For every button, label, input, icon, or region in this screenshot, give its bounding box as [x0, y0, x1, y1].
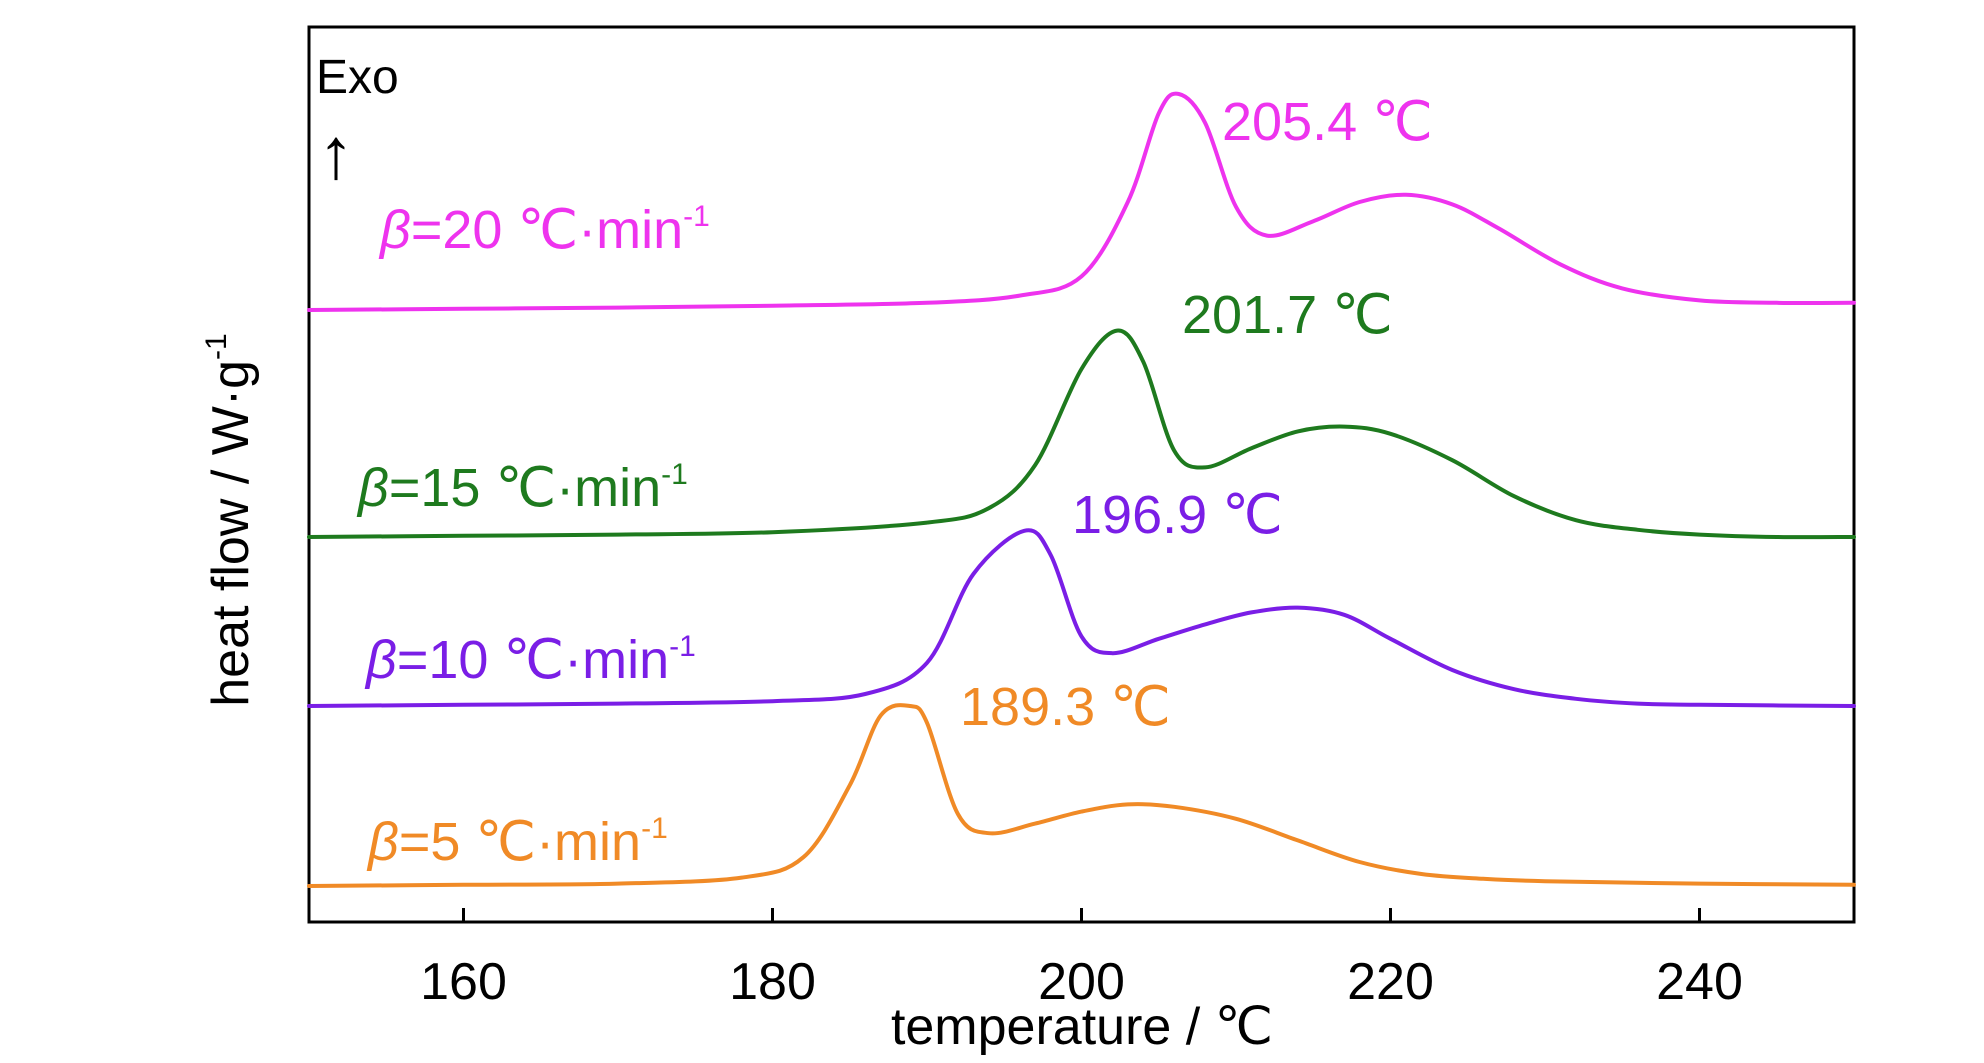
- series-group: β=10 ℃·min-1 196.9 ℃: [307, 485, 1856, 708]
- x-axis-label: temperature / ℃: [891, 998, 1273, 1056]
- series-line: [307, 528, 1856, 708]
- series-rate-label: β=10 ℃·min-1: [364, 630, 696, 690]
- series-peak-label: 201.7 ℃: [1182, 285, 1393, 345]
- rate-symbol: β: [364, 630, 397, 690]
- series-line: [307, 703, 1856, 888]
- series-line: [307, 328, 1856, 540]
- series-group: β=15 ℃·min-1 201.7 ℃: [307, 285, 1856, 540]
- y-axis-label-main: heat flow / W·g: [202, 360, 260, 707]
- series-peak-label: 196.9 ℃: [1072, 485, 1283, 545]
- rate-symbol: β: [356, 458, 389, 518]
- rate-superscript: -1: [661, 458, 688, 491]
- rate-text: =10 ℃·min: [397, 630, 669, 690]
- series-group: β=20 ℃·min-1 205.4 ℃: [307, 91, 1856, 312]
- series-rate-label: β=20 ℃·min-1: [378, 200, 710, 260]
- series-line: [307, 91, 1856, 312]
- rate-text: =5 ℃·min: [399, 812, 641, 872]
- series-rate-label: β=5 ℃·min-1: [366, 812, 668, 872]
- rate-symbol: β: [366, 812, 399, 872]
- rate-symbol: β: [378, 200, 411, 260]
- series-peak-label: 205.4 ℃: [1222, 92, 1433, 152]
- x-axis-ticks: 160 180 200 220 240: [420, 908, 1743, 1011]
- x-tick-label: 160: [420, 953, 507, 1011]
- x-tick-label: 240: [1656, 953, 1743, 1011]
- rate-text: =15 ℃·min: [389, 458, 661, 518]
- rate-text: =20 ℃·min: [411, 200, 683, 260]
- rate-superscript: -1: [641, 812, 668, 845]
- series-rate-label: β=15 ℃·min-1: [356, 458, 688, 518]
- exo-label: Exo: [316, 51, 399, 104]
- x-tick-label: 180: [729, 953, 816, 1011]
- rate-superscript: -1: [683, 200, 710, 233]
- rate-superscript: -1: [669, 630, 696, 663]
- x-tick-label: 200: [1038, 953, 1125, 1011]
- exo-arrow-icon: ↑: [318, 114, 354, 194]
- y-axis-label: heat flow / W·g-1: [200, 333, 260, 706]
- series-group: β=5 ℃·min-1 189.3 ℃: [307, 677, 1856, 888]
- y-axis-label-sup: -1: [200, 333, 233, 360]
- x-tick-label: 220: [1347, 953, 1434, 1011]
- series-peak-label: 189.3 ℃: [960, 677, 1171, 737]
